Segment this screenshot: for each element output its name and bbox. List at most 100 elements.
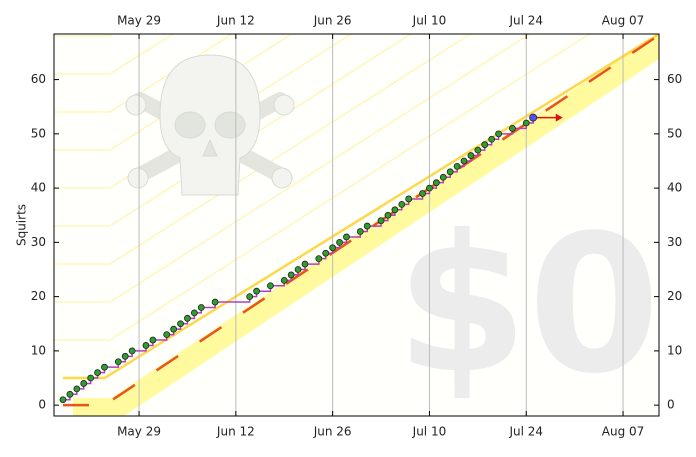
x-tick-label: Aug 07 [602,425,645,439]
y-tick-label-right: 10 [667,343,682,357]
data-point [170,325,178,333]
data-point [59,396,67,404]
y-tick-label-right: 20 [667,289,682,303]
y-tick-label-right: 40 [667,181,682,195]
x-tick-label: Jul 24 [508,425,543,439]
x-tick-label: Jun 12 [216,425,255,439]
data-point [114,358,122,366]
data-point [363,222,371,230]
data-point [87,374,95,382]
data-point [287,271,295,279]
data-point [197,304,205,311]
guide-line [54,34,531,303]
plot-frame [53,33,660,417]
guide-line [54,34,472,265]
road [62,34,659,416]
x-tick-label-top: Jul 10 [412,14,447,28]
data-point [460,157,468,165]
layers: 0 0 10 10 20 20 30 30 40 40 50 50 60 60 May 29 May 29 Ju… [31,14,683,439]
data-point [474,146,482,154]
y-tick-label-right: 50 [667,126,682,140]
data-point [481,141,489,149]
data-point [432,179,440,187]
x-tick-label: May 29 [117,425,161,439]
data-point [322,249,330,257]
guide-line [54,34,293,151]
x-tick-label-top: Jul 24 [508,14,543,28]
data-point [121,352,129,360]
data-point [280,276,288,284]
guide-line [54,34,412,227]
y-tick-label: 20 [31,289,46,303]
y-tick-label: 10 [31,343,46,357]
x-tick-label-top: Aug 07 [602,14,645,28]
upper-line [62,34,659,380]
data-point [453,162,461,170]
y-tick-label-right: 0 [667,398,675,412]
data-point [142,342,150,349]
data-point [294,266,302,273]
skull [125,54,295,196]
watermark: $0 [396,194,660,415]
data-point [177,320,184,328]
data-point [163,331,171,339]
data-point [467,152,475,159]
guide-line [54,34,591,341]
data-point [94,369,101,376]
y-tick-label: 0 [38,398,46,412]
y-tick-label: 50 [31,126,46,140]
y-tick-label: 60 [31,72,46,86]
data-point [391,206,399,214]
data-point [446,168,454,176]
x-tick-label-top: Jun 26 [313,14,352,28]
y-tick-label-right: 60 [667,72,682,86]
data-point [253,287,260,295]
guide-line [54,34,234,113]
data-point [405,195,413,203]
data-point [419,190,426,197]
data-point [509,125,516,132]
data-point [101,363,108,371]
y-tick-label: 30 [31,235,46,249]
data-point [377,217,385,225]
data-point [128,347,136,355]
data-point [495,130,502,138]
data-point [439,173,447,181]
x-tick-label: Jun 26 [313,425,352,439]
data-point [246,293,254,301]
x-tick-label-top: Jun 12 [216,14,255,28]
data-point [426,184,433,192]
y-tick-label: 40 [31,181,46,195]
y-axis-label: Squirts [15,204,29,246]
data-point [267,282,274,290]
guide-line [54,34,115,37]
data-point [343,233,350,241]
data-point [190,309,198,317]
x-tick-label: Jul 10 [412,425,447,439]
data-point [522,119,530,127]
guide-line [54,34,353,189]
data-point [329,244,337,252]
x-tick-label-top: May 29 [117,14,161,28]
data-point [149,336,157,344]
data-point [356,228,364,235]
data-point [336,238,343,246]
data-point [80,380,88,387]
guide-lines [54,34,591,341]
data-point [315,255,323,263]
road-centerline [62,34,659,407]
data-point [184,314,191,322]
road-band [72,34,659,416]
data-point [384,211,392,219]
data-point [488,135,496,143]
projection-arrowhead [555,113,563,122]
data-point [301,260,309,268]
data-point [73,385,81,393]
y-tick-label-right: 30 [667,235,682,249]
data-point [398,200,406,208]
data-point [211,298,219,306]
data-point [66,390,74,398]
data-point [529,113,538,122]
guide-line [54,34,174,75]
